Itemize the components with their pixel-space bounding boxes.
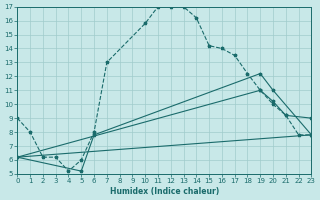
X-axis label: Humidex (Indice chaleur): Humidex (Indice chaleur) — [110, 187, 219, 196]
